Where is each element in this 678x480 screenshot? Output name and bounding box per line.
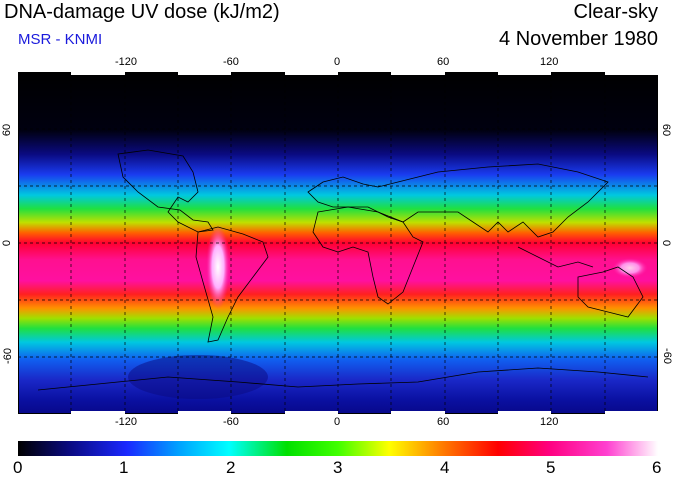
colorbar-label: 0 bbox=[13, 458, 23, 477]
lon-tick-top: 0 bbox=[334, 56, 341, 68]
lon-tick-top: -60 bbox=[223, 56, 239, 68]
uv-dose-map bbox=[18, 72, 658, 414]
lon-tick-top: 120 bbox=[540, 56, 559, 68]
lon-tick-top: 60 bbox=[437, 56, 450, 68]
lat-tick-left: 0 bbox=[1, 239, 14, 247]
map-source: MSR - KNMI bbox=[18, 31, 103, 48]
map-date: 4 November 1980 bbox=[499, 28, 658, 50]
colorbar-label: 6 bbox=[652, 458, 662, 477]
andes-hotspot bbox=[206, 225, 230, 309]
graticule bbox=[18, 72, 658, 414]
lon-tick-bottom: -120 bbox=[115, 416, 138, 428]
lat-tick-left: 60 bbox=[1, 123, 14, 137]
colorbar-label: 1 bbox=[119, 458, 129, 477]
sky-condition: Clear-sky bbox=[573, 1, 658, 23]
frame-scale-bars bbox=[71, 72, 658, 414]
lat-tick-right: -60 bbox=[660, 348, 673, 364]
map-title: DNA-damage UV dose (kJ/m2) bbox=[4, 1, 280, 23]
colorbar-label: 5 bbox=[546, 458, 556, 477]
colorbar-label: 2 bbox=[226, 458, 236, 477]
lon-tick-bottom: 0 bbox=[334, 416, 341, 428]
lat-tick-left: -60 bbox=[1, 348, 14, 364]
coastlines bbox=[37, 149, 649, 391]
colorbar-label: 4 bbox=[440, 458, 450, 477]
australia-hotspot bbox=[612, 258, 648, 278]
lat-tick-right: 60 bbox=[660, 123, 673, 137]
colorbar bbox=[18, 441, 658, 456]
colorbar-label: 3 bbox=[333, 458, 343, 477]
lon-tick-bottom: 120 bbox=[540, 416, 559, 428]
lat-tick-right: 0 bbox=[660, 239, 673, 247]
lon-tick-top: -120 bbox=[115, 56, 138, 68]
lon-tick-bottom: 60 bbox=[437, 416, 450, 428]
south-pacific-low bbox=[128, 355, 268, 399]
lon-tick-bottom: -60 bbox=[223, 416, 239, 428]
